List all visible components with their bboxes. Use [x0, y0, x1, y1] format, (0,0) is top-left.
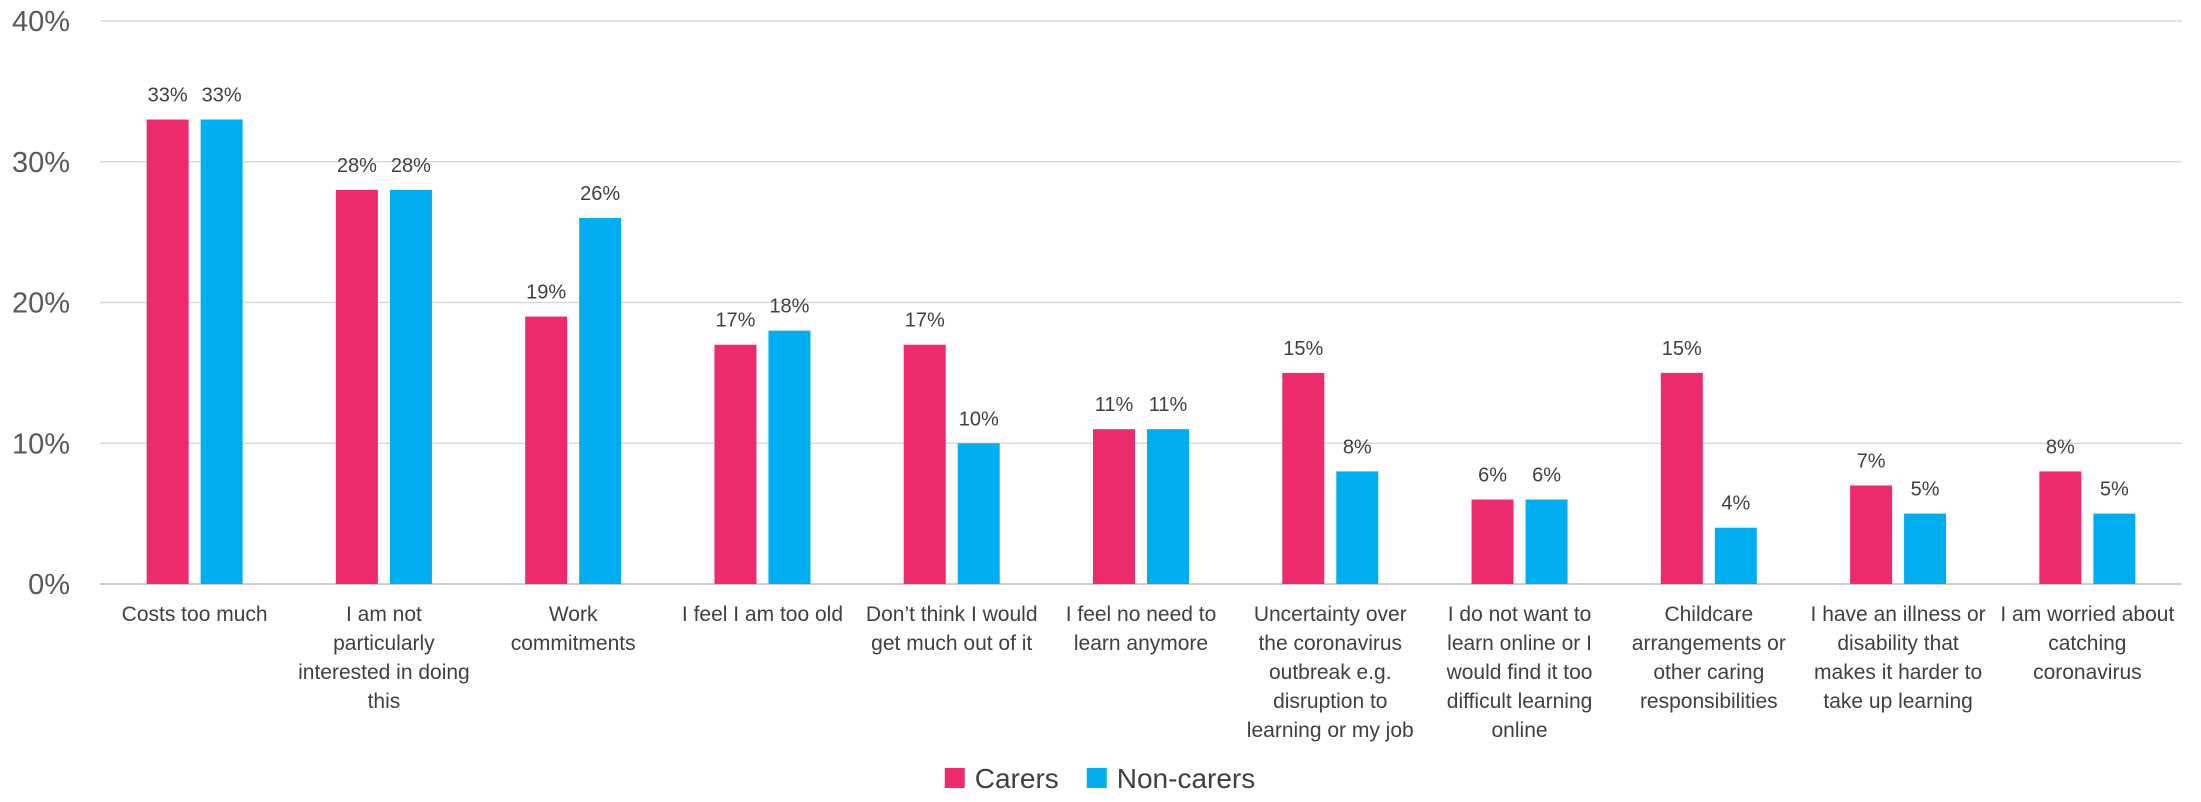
bar-carers: [1660, 372, 1703, 584]
bar-non-carers: [1714, 527, 1757, 584]
legend-swatch-carers: [944, 768, 965, 788]
y-tick-label: 40%: [12, 6, 70, 38]
bar-non-carers: [2093, 513, 2136, 584]
category-label: I am not particularly interested in doing t…: [298, 603, 470, 713]
data-label: 10%: [959, 408, 999, 430]
bar-non-carers: [1904, 513, 1947, 584]
data-labels: 33% 33% 28% 28% 19% 26% 17% 18% 17% 10% 11% 11% 15% 8…: [148, 85, 2129, 515]
legend-swatch-non-carers: [1086, 768, 1107, 788]
data-label: 8%: [2046, 436, 2075, 458]
bar-non-carers: [579, 218, 622, 585]
data-label: 11%: [1095, 394, 1134, 416]
bars: [146, 119, 2136, 585]
bar-non-carers: [1147, 429, 1189, 584]
bar-carers: [2039, 471, 2082, 584]
category-label: Work commitments: [511, 603, 636, 655]
data-label: 18%: [769, 296, 809, 318]
bar-carers: [1850, 485, 1893, 584]
bar-non-carers: [1525, 499, 1568, 584]
bar-non-carers: [957, 443, 1000, 584]
category-label: Don’t think I would get much out of it: [866, 603, 1038, 655]
category-label: I am worried about catching coronavirus: [2000, 603, 2174, 684]
data-label: 8%: [1343, 436, 1372, 458]
gridlines: [100, 20, 2182, 585]
data-label: 33%: [148, 85, 188, 107]
data-label: 28%: [391, 155, 431, 177]
y-tick-label: 20%: [12, 288, 70, 320]
bar-carers: [525, 316, 568, 584]
category-label: Costs too much: [122, 603, 268, 626]
data-label: 26%: [580, 183, 620, 205]
bar-carers: [1471, 499, 1514, 584]
bar-carers: [146, 119, 189, 585]
data-label: 5%: [2100, 479, 2129, 501]
bar-carers: [335, 189, 378, 584]
data-label: 6%: [1478, 465, 1507, 487]
data-label: 19%: [526, 282, 566, 304]
data-label: 6%: [1532, 465, 1561, 487]
data-label: 11%: [1149, 394, 1188, 416]
bar-carers: [1282, 372, 1325, 584]
data-label: 7%: [1857, 450, 1886, 472]
data-label: 33%: [202, 85, 242, 107]
x-axis: Costs too much I am not particularly intere…: [122, 603, 2175, 742]
bar-non-carers: [389, 189, 432, 584]
data-label: 15%: [1283, 338, 1323, 360]
legend-label-carers: Carers: [975, 763, 1059, 794]
category-label: I feel no need to learn anymore: [1066, 603, 1217, 655]
data-label: 17%: [715, 310, 755, 332]
data-label: 28%: [337, 155, 377, 177]
bar-non-carers: [768, 330, 811, 584]
y-tick-label: 0%: [28, 569, 70, 601]
y-tick-label: 10%: [12, 428, 70, 460]
y-axis: 0% 10% 20% 30% 40%: [12, 6, 70, 601]
category-label: I have an illness or disability that makes…: [1811, 603, 1986, 713]
category-label: Childcare arrangements or other caring resp…: [1632, 603, 1786, 713]
bar-non-carers: [1336, 471, 1379, 584]
data-label: 15%: [1662, 338, 1702, 360]
data-label: 4%: [1721, 493, 1750, 515]
bar-non-carers: [200, 119, 243, 585]
legend-label-non-carers: Non-carers: [1117, 763, 1255, 794]
category-label: I feel I am too old: [682, 603, 843, 626]
y-tick-label: 30%: [12, 147, 70, 179]
data-label: 5%: [1911, 479, 1940, 501]
bar-carers: [903, 344, 946, 584]
legend[interactable]: Carers Non-carers: [944, 763, 1256, 794]
data-label: 17%: [905, 310, 945, 332]
category-label: Uncertainty over the coronavirus outbreak …: [1247, 603, 1414, 742]
bar-carers: [1093, 429, 1135, 584]
bar-carers: [714, 344, 757, 584]
